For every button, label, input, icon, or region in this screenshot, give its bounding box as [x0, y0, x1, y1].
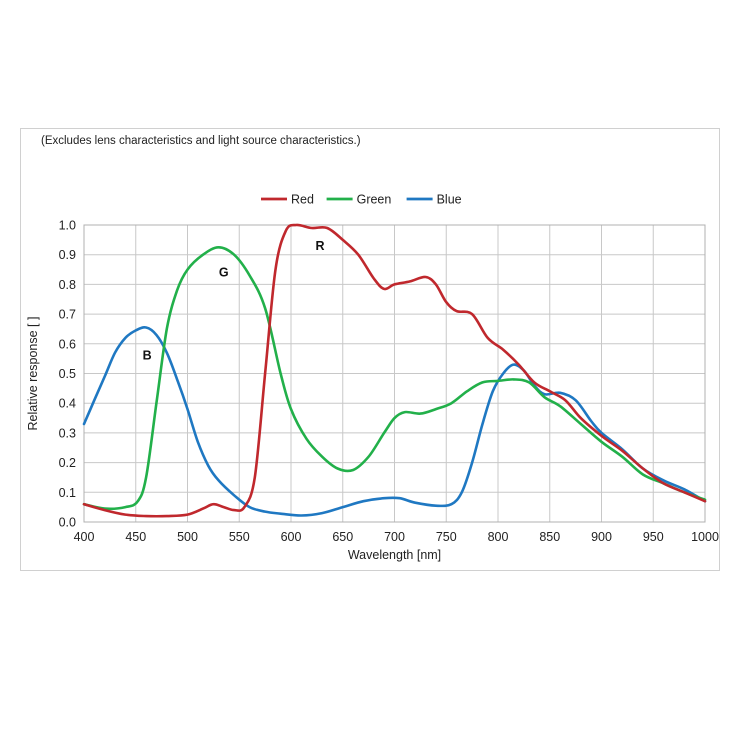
series-lines — [82, 223, 707, 518]
x-tick-label: 700 — [384, 530, 405, 544]
y-tick-label: 0.6 — [59, 337, 76, 351]
x-tick-label: 450 — [125, 530, 146, 544]
x-tick-label: 950 — [643, 530, 664, 544]
x-tick-labels: 400 450 500 550 600 650 700 750 800 850 900 950 1000 — [74, 530, 719, 544]
y-tick-label: 0.2 — [59, 456, 76, 470]
series-label-green: G — [219, 266, 229, 280]
x-tick-label: 650 — [332, 530, 353, 544]
y-tick-label: 0.8 — [59, 278, 76, 292]
x-axis-label: Wavelength [nm] — [348, 548, 441, 562]
y-tick-label: 0.3 — [59, 426, 76, 440]
x-tick-label: 900 — [591, 530, 612, 544]
x-tick-label: 750 — [436, 530, 457, 544]
chart-svg: 400 450 500 550 600 650 700 750 800 850 900 950 1000… — [26, 193, 719, 563]
y-tick-label: 0.9 — [59, 248, 76, 262]
series-label-red: R — [315, 239, 324, 253]
x-tick-label: 1000 — [691, 530, 719, 544]
series-line-red — [82, 223, 707, 518]
series-line-blue — [82, 326, 707, 517]
y-tick-labels: 0.0 0.1 0.2 0.3 0.4 0.5 0.6 0.7 0.8 0.9 1.0 — [59, 219, 76, 530]
series-label-blue: B — [143, 349, 152, 363]
legend-label-blue: Blue — [437, 193, 462, 207]
y-tick-label: 0.0 — [59, 516, 76, 530]
y-tick-label: 0.7 — [59, 308, 76, 322]
x-tick-label: 500 — [177, 530, 198, 544]
chart-grid — [83, 224, 706, 523]
legend: Red Green Blue — [261, 193, 462, 207]
plot-area-border — [83, 224, 706, 523]
y-tick-label: 0.5 — [59, 367, 76, 381]
x-tick-label: 400 — [74, 530, 95, 544]
chart-subtitle: (Excludes lens characteristics and light… — [41, 135, 361, 147]
x-tick-label: 550 — [229, 530, 250, 544]
chart-frame: (Excludes lens characteristics and light… — [20, 128, 720, 571]
y-tick-label: 0.1 — [59, 486, 76, 500]
y-tick-label: 1.0 — [59, 219, 76, 233]
x-tick-label: 800 — [488, 530, 509, 544]
y-tick-label: 0.4 — [59, 397, 76, 411]
legend-label-red: Red — [291, 193, 314, 207]
series-line-green — [82, 246, 707, 511]
legend-label-green: Green — [357, 193, 392, 207]
x-tick-label: 600 — [281, 530, 302, 544]
x-tick-label: 850 — [539, 530, 560, 544]
y-axis-label: Relative response [ ] — [26, 317, 40, 431]
series-labels: R G B — [143, 239, 325, 363]
